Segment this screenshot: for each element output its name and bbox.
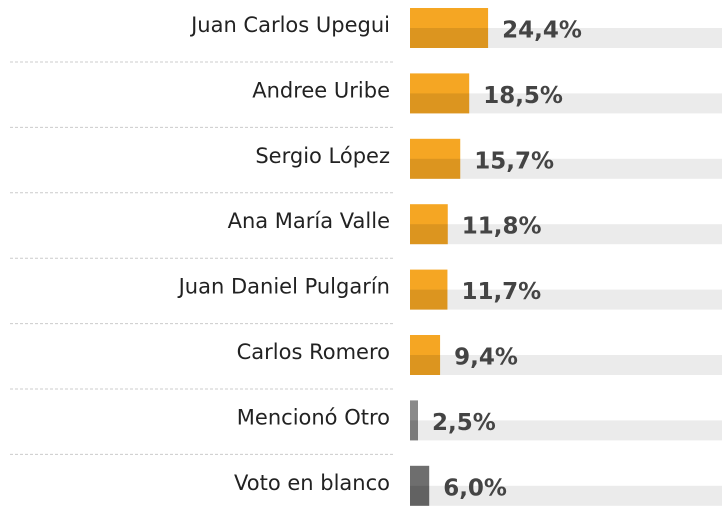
bar bbox=[410, 73, 470, 114]
bar-track bbox=[410, 355, 722, 375]
bar bbox=[410, 138, 461, 179]
category-label: Juan Daniel Pulgarín bbox=[177, 275, 390, 299]
category-label: Voto en blanco bbox=[234, 471, 390, 495]
bar bbox=[410, 269, 448, 310]
bar-shade bbox=[410, 158, 461, 179]
category-label: Carlos Romero bbox=[237, 340, 390, 364]
bar-shade bbox=[410, 420, 418, 441]
bar-shade bbox=[410, 224, 448, 245]
category-label: Juan Carlos Upegui bbox=[189, 13, 390, 37]
value-label: 6,0% bbox=[443, 475, 507, 501]
bar-track bbox=[410, 485, 722, 506]
value-label: 11,7% bbox=[461, 279, 541, 305]
category-label: Sergio López bbox=[255, 144, 390, 168]
bar-shade bbox=[410, 355, 441, 375]
bar-shade bbox=[410, 485, 430, 506]
category-label: Andree Uribe bbox=[252, 78, 390, 102]
category-label: Ana María Valle bbox=[228, 209, 390, 233]
value-label: 9,4% bbox=[454, 345, 518, 371]
bar bbox=[410, 335, 441, 375]
value-label: 24,4% bbox=[502, 18, 582, 44]
bar-track bbox=[410, 93, 722, 114]
value-label: 18,5% bbox=[483, 83, 563, 109]
bar bbox=[410, 8, 489, 48]
bar-track bbox=[410, 158, 722, 179]
bar-track bbox=[410, 289, 722, 310]
value-label: 11,8% bbox=[462, 214, 542, 240]
bar-track bbox=[410, 420, 722, 441]
bar bbox=[410, 204, 448, 245]
bar bbox=[410, 400, 418, 441]
bar-shade bbox=[410, 28, 489, 48]
bar-track bbox=[410, 224, 722, 245]
value-label: 2,5% bbox=[432, 410, 496, 436]
value-label: 15,7% bbox=[474, 148, 554, 174]
bar-shade bbox=[410, 93, 470, 114]
bar bbox=[410, 465, 430, 506]
category-label: Mencionó Otro bbox=[237, 405, 390, 429]
bar-shade bbox=[410, 289, 448, 310]
